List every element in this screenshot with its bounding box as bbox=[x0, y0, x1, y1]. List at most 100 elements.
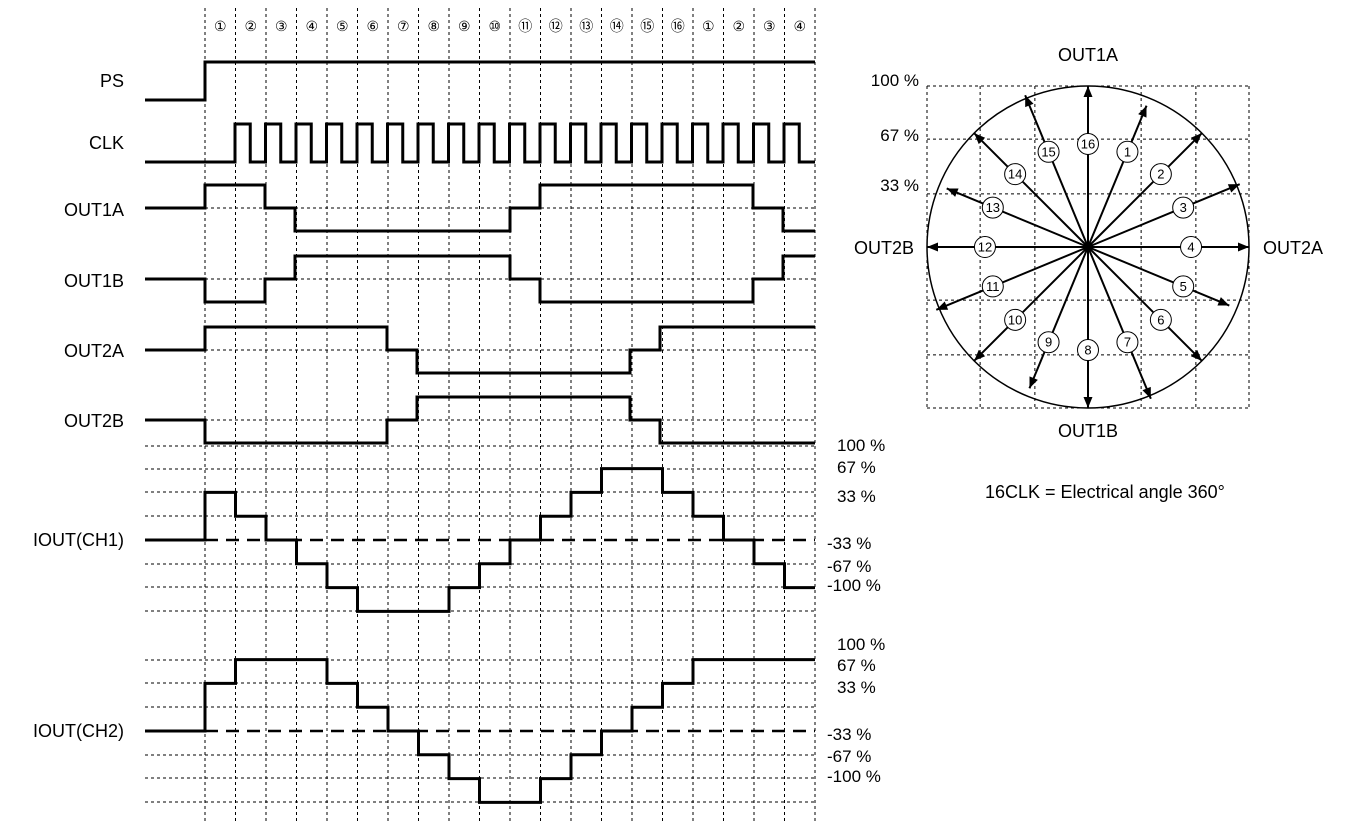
vector-number-circle bbox=[981, 196, 1004, 219]
vector-percent-100: 100 % bbox=[871, 71, 919, 90]
ch1-level-m33: -33 % bbox=[827, 534, 871, 553]
waveform-out2a bbox=[145, 325, 815, 375]
step-number: ④ bbox=[305, 18, 318, 34]
vector-number: 2 bbox=[1157, 167, 1164, 182]
ch2-level-m67: -67 % bbox=[827, 747, 871, 766]
vector-arrow-line bbox=[935, 246, 1089, 311]
vector-number-circle bbox=[973, 236, 996, 258]
waveform-out2b bbox=[145, 395, 815, 445]
vector-arrowhead bbox=[1083, 397, 1093, 408]
ch1-level-m100: -100 % bbox=[827, 576, 881, 595]
vector-number-circle bbox=[1116, 140, 1139, 163]
vector-arrowhead bbox=[1142, 386, 1151, 399]
vector-number-circle bbox=[1004, 163, 1027, 186]
vector-number: 13 bbox=[986, 200, 1000, 215]
vector-number: 8 bbox=[1084, 343, 1091, 358]
vector-number: 9 bbox=[1045, 335, 1052, 350]
vector-percent-33: 33 % bbox=[880, 176, 919, 195]
vector-arrowhead bbox=[927, 242, 938, 252]
ch2-level-67: 67 % bbox=[837, 656, 876, 675]
axis-label-out1b: OUT1B bbox=[1058, 421, 1118, 441]
vector-arrowhead bbox=[974, 349, 986, 361]
vector-number-circle bbox=[1004, 308, 1027, 331]
vector-arrow-line bbox=[973, 132, 1089, 248]
ch2-level-m33: -33 % bbox=[827, 725, 871, 744]
vector-number: 4 bbox=[1187, 240, 1194, 255]
signal-label-clk: CLK bbox=[89, 133, 124, 153]
vector-arrowhead bbox=[1190, 349, 1202, 361]
vector-number: 3 bbox=[1180, 200, 1187, 215]
vector-number: 6 bbox=[1157, 312, 1164, 327]
vector-arrow-line bbox=[1087, 246, 1230, 307]
vector-arrowhead bbox=[1029, 376, 1038, 389]
electrical-angle-note: 16CLK = Electrical angle 360° bbox=[985, 482, 1225, 502]
vector-arrow-line bbox=[1028, 246, 1089, 389]
vector-number: 16 bbox=[1081, 136, 1095, 151]
vector-number-circle bbox=[1149, 163, 1172, 186]
vector-number: 7 bbox=[1124, 335, 1131, 350]
vector-arrow-line bbox=[973, 246, 1089, 362]
vector-number-circle bbox=[1077, 339, 1099, 362]
vector-arrowhead bbox=[1217, 297, 1230, 306]
waveform-out1a bbox=[145, 183, 815, 233]
step-number: ② bbox=[244, 18, 257, 34]
vector-arrowhead bbox=[1238, 242, 1249, 252]
vector-number: 5 bbox=[1180, 279, 1187, 294]
vector-percent-67: 67 % bbox=[880, 126, 919, 145]
vector-number: 10 bbox=[1008, 312, 1022, 327]
vector-number-circle bbox=[1037, 140, 1060, 163]
ch1-level-67: 67 % bbox=[837, 458, 876, 477]
vector-number-circle bbox=[1116, 331, 1139, 354]
ch1-level-100: 100 % bbox=[837, 436, 885, 455]
step-number: ⑩ bbox=[488, 18, 501, 34]
vector-number-circle bbox=[1149, 308, 1172, 331]
axis-label-out1a: OUT1A bbox=[1058, 45, 1118, 65]
step-number: ⑮ bbox=[640, 18, 654, 34]
ch2-level-33: 33 % bbox=[837, 678, 876, 697]
vector-arrow-line bbox=[1087, 132, 1203, 248]
step-number: ④ bbox=[793, 18, 806, 34]
signal-label-iout-ch1: IOUT(CH1) bbox=[33, 530, 124, 550]
vector-arrow-line bbox=[946, 187, 1089, 248]
ch1-level-33: 33 % bbox=[837, 487, 876, 506]
axis-label-out2a: OUT2A bbox=[1263, 238, 1323, 258]
waveform-out1b bbox=[145, 254, 815, 304]
signal-label-out1b: OUT1B bbox=[64, 271, 124, 291]
waveforms bbox=[145, 60, 815, 804]
vector-number-circle bbox=[1037, 331, 1060, 354]
vector-arrowhead bbox=[1190, 133, 1202, 145]
vector-number-circle bbox=[1172, 275, 1195, 298]
vector-number: 12 bbox=[978, 240, 992, 255]
vector-arrow-line bbox=[1087, 183, 1241, 248]
vector-arrowhead bbox=[1227, 184, 1240, 193]
step-number: ⑬ bbox=[579, 18, 593, 34]
vector-arrow-line bbox=[1024, 94, 1089, 248]
step-number: ⑭ bbox=[610, 18, 624, 34]
vector-number-circle bbox=[1077, 132, 1099, 155]
vector-arrows bbox=[927, 86, 1249, 408]
step-number: ⑧ bbox=[427, 18, 440, 34]
step-number: ① bbox=[702, 18, 715, 34]
vector-arrowhead bbox=[974, 133, 986, 145]
vector-number-circle bbox=[1172, 196, 1195, 219]
vector-number: 1 bbox=[1124, 144, 1131, 159]
axis-label-out2b: OUT2B bbox=[854, 238, 914, 258]
vector-number: 11 bbox=[986, 279, 1000, 294]
vector-arrowhead bbox=[946, 188, 959, 197]
step-number: ⑨ bbox=[458, 18, 471, 34]
step-number: ⑪ bbox=[518, 18, 532, 34]
zero-lines bbox=[205, 538, 815, 733]
step-number: ② bbox=[732, 18, 745, 34]
signal-label-ps: PS bbox=[100, 71, 124, 91]
step-number: ⑫ bbox=[549, 18, 563, 34]
vector-arrowhead bbox=[936, 301, 949, 310]
step-number: ③ bbox=[275, 18, 288, 34]
signal-label-out1a: OUT1A bbox=[64, 200, 124, 220]
vector-arrowhead bbox=[1138, 105, 1147, 118]
ch2-level-m100: -100 % bbox=[827, 767, 881, 786]
ch1-level-labels: 100 % 67 % 33 % -33 % -67 % -100 % bbox=[827, 436, 885, 595]
step-number: ① bbox=[214, 18, 227, 34]
step-number: ⑤ bbox=[336, 18, 349, 34]
waveform-ps bbox=[145, 60, 815, 102]
